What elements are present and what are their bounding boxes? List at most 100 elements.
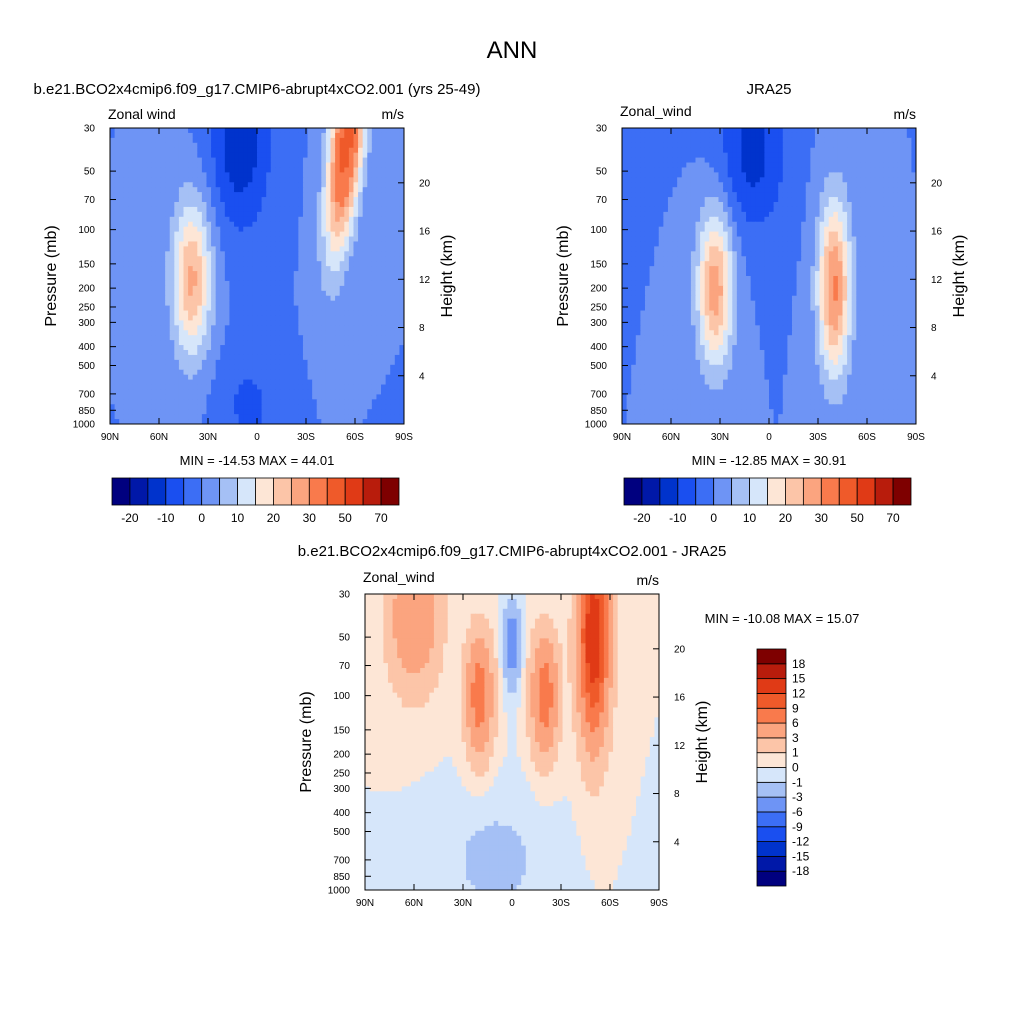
field-cell: [110, 132, 116, 139]
field-cell: [358, 310, 364, 317]
field-cell: [174, 409, 180, 415]
contour-field: [110, 128, 404, 424]
field-cell: [137, 211, 143, 218]
field-cell: [399, 271, 404, 277]
field-cell: [238, 192, 244, 198]
field-cell: [906, 152, 912, 159]
field-cell: [243, 354, 249, 361]
field-cell: [911, 142, 916, 149]
field-cell: [695, 167, 701, 173]
field-cell: [663, 152, 669, 159]
field-cell: [330, 285, 336, 292]
field-cell: [897, 197, 903, 203]
field-cell: [390, 379, 396, 386]
field-cell: [381, 384, 387, 391]
field-cell: [215, 162, 221, 169]
field-cell: [348, 197, 355, 203]
field-cell: [353, 231, 359, 238]
field-cell: [243, 369, 249, 376]
field-cell: [339, 187, 345, 193]
field-cell: [883, 162, 890, 169]
field-cell: [289, 345, 295, 351]
field-cell: [234, 280, 240, 287]
field-cell: [381, 330, 387, 336]
field-cell: [399, 409, 404, 415]
field-cell: [192, 290, 198, 297]
field-cell: [622, 192, 628, 198]
field-cell: [238, 172, 244, 178]
field-cell: [796, 128, 802, 134]
field-cell: [348, 261, 355, 267]
field-cell: [211, 300, 217, 307]
field-cell: [371, 389, 378, 395]
field-cell: [201, 354, 208, 361]
field-cell: [631, 162, 637, 169]
field-cell: [220, 137, 226, 144]
field-cell: [353, 142, 359, 149]
field-cell: [252, 211, 258, 218]
field-cell: [769, 157, 775, 164]
field-cell: [782, 162, 788, 169]
field-cell: [325, 374, 332, 381]
field-cell: [266, 157, 272, 164]
field-cell: [261, 340, 267, 346]
field-cell: [755, 177, 761, 183]
field-cell: [289, 251, 295, 257]
field-cell: [183, 389, 189, 395]
field-cell: [169, 320, 175, 326]
field-cell: [330, 147, 336, 154]
field-cell: [174, 384, 180, 391]
field-cell: [229, 394, 235, 400]
field-cell: [723, 202, 729, 208]
field-cell: [197, 285, 203, 292]
field-cell: [376, 354, 382, 361]
field-cell: [261, 414, 267, 420]
field-cell: [635, 167, 641, 173]
field-cell: [238, 142, 244, 149]
field-cell: [155, 369, 162, 376]
field-cell: [169, 231, 175, 238]
field-cell: [713, 132, 720, 139]
field-cell: [293, 276, 299, 282]
field-cell: [399, 147, 404, 154]
field-cell: [192, 276, 198, 282]
field-cell: [119, 182, 125, 188]
field-cell: [128, 300, 134, 307]
field-cell: [183, 226, 189, 233]
field-cell: [174, 300, 180, 307]
field-cell: [289, 305, 295, 312]
field-cell: [132, 364, 139, 371]
field-cell: [335, 364, 341, 371]
field-cell: [381, 404, 387, 410]
field-cell: [773, 172, 779, 178]
field-cell: [192, 384, 198, 391]
field-cell: [344, 226, 350, 233]
field-cell: [358, 202, 364, 208]
field-cell: [298, 261, 304, 267]
field-cell: [169, 359, 175, 366]
field-cell: [169, 276, 175, 282]
field-cell: [874, 137, 880, 144]
field-cell: [704, 147, 710, 154]
field-cell: [727, 142, 733, 149]
field-cell: [837, 147, 844, 154]
field-cell: [114, 394, 120, 400]
field-cell: [888, 157, 894, 164]
field-cell: [819, 128, 825, 134]
field-cell: [110, 335, 116, 341]
colorbar-swatch: [380, 477, 400, 506]
field-cell: [137, 295, 143, 302]
field-cell: [339, 236, 345, 243]
field-cell: [321, 261, 327, 267]
field-cell: [137, 350, 143, 356]
field-cell: [160, 132, 166, 139]
field-cell: [137, 162, 143, 169]
field-cell: [201, 290, 208, 297]
field-cell: [275, 310, 281, 317]
field-cell: [289, 310, 295, 317]
field-cell: [312, 354, 318, 361]
colorbar-label: 30: [303, 511, 317, 525]
field-cell: [146, 354, 152, 361]
field-cell: [750, 152, 756, 159]
field-cell: [764, 167, 770, 173]
